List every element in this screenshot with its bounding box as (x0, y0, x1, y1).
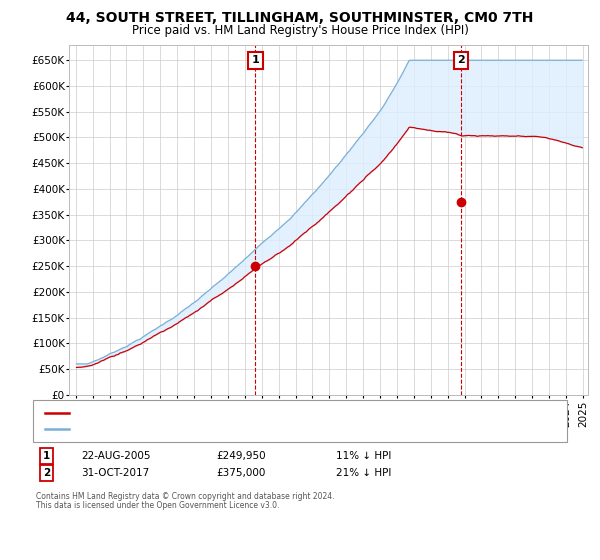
Text: 1: 1 (251, 55, 259, 66)
Text: 2: 2 (43, 468, 50, 478)
Text: 44, SOUTH STREET, TILLINGHAM, SOUTHMINSTER, CM0 7TH: 44, SOUTH STREET, TILLINGHAM, SOUTHMINST… (67, 11, 533, 25)
Text: 22-AUG-2005: 22-AUG-2005 (81, 451, 151, 461)
Text: Price paid vs. HM Land Registry's House Price Index (HPI): Price paid vs. HM Land Registry's House … (131, 24, 469, 36)
Text: HPI: Average price, detached house, Maldon: HPI: Average price, detached house, Mald… (74, 425, 284, 434)
Text: 1: 1 (43, 451, 50, 461)
Text: This data is licensed under the Open Government Licence v3.0.: This data is licensed under the Open Gov… (36, 501, 280, 510)
Text: 2: 2 (457, 55, 465, 66)
Text: 44, SOUTH STREET, TILLINGHAM, SOUTHMINSTER, CM0 7TH (detached house): 44, SOUTH STREET, TILLINGHAM, SOUTHMINST… (74, 409, 444, 418)
Text: Contains HM Land Registry data © Crown copyright and database right 2024.: Contains HM Land Registry data © Crown c… (36, 492, 335, 501)
Text: 11% ↓ HPI: 11% ↓ HPI (336, 451, 391, 461)
Text: £375,000: £375,000 (216, 468, 265, 478)
Text: £249,950: £249,950 (216, 451, 266, 461)
Text: 31-OCT-2017: 31-OCT-2017 (81, 468, 149, 478)
Text: 21% ↓ HPI: 21% ↓ HPI (336, 468, 391, 478)
